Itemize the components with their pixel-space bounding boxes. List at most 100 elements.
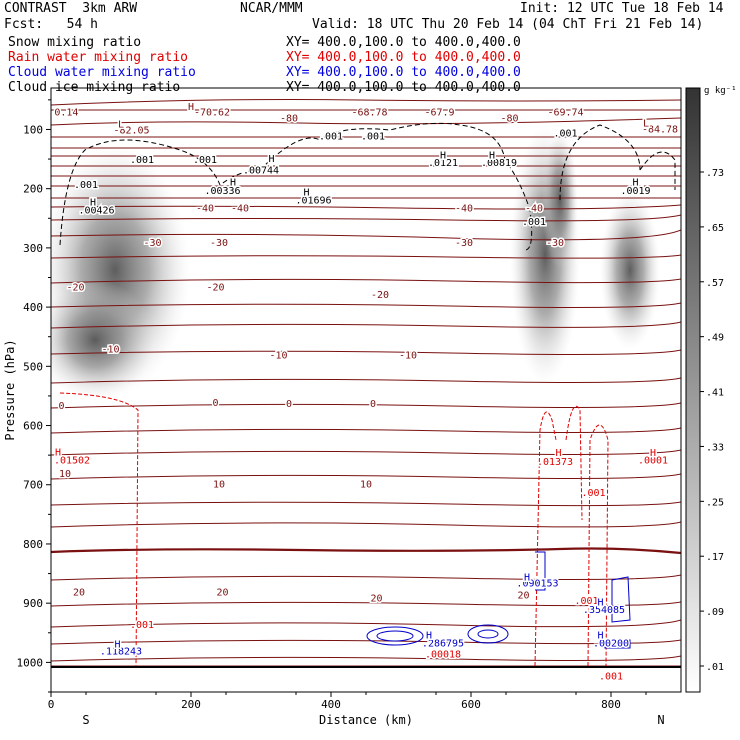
extremum-label: .001	[599, 671, 623, 682]
extremum-label: .0001	[638, 455, 668, 466]
extremum-label: .0019	[620, 186, 650, 197]
extremum-label: -67.9	[424, 108, 454, 119]
y-tick-label: 800	[23, 538, 43, 551]
isotherm-line	[51, 521, 681, 528]
high-marker: H	[632, 178, 638, 189]
y-tick-label: 100	[23, 123, 43, 136]
isotherm-line	[51, 601, 681, 607]
init-time: Init: 12 UTC Tue 18 Feb 14	[520, 1, 724, 16]
extremum-label: .00200	[593, 638, 629, 649]
extremum-label: .001	[522, 217, 546, 228]
ice-contour	[559, 124, 641, 201]
isotherm-line	[51, 619, 681, 628]
isotherm-label: 0	[212, 398, 218, 409]
y-tick-label: 500	[23, 360, 43, 373]
colorbar-ticks: .01 .09 .17 .25 .33 .41 .49 .57 .65 .73	[700, 168, 724, 673]
colorbar	[685, 87, 701, 693]
high-marker: H	[524, 573, 530, 584]
extremum-label: .001	[361, 131, 385, 142]
extremum-label: -69.74	[547, 108, 583, 119]
y-tick-label: 300	[23, 242, 43, 255]
forecast-hour: Fcst: 54 h	[4, 17, 98, 32]
colorbar-tick-label: .41	[706, 388, 724, 399]
extremum-label: -68.78	[351, 108, 387, 119]
extremum-label: .118243	[100, 647, 142, 658]
isotherm-line	[51, 639, 681, 645]
isotherm-label: 20	[370, 593, 382, 604]
isotherm-line	[51, 501, 681, 507]
extremum-label: .01502	[54, 455, 90, 466]
legend-cloud-ice-xy: XY= 400.0,100.0 to 400.0,400.0	[286, 80, 521, 95]
isotherm-label: -40	[196, 204, 214, 215]
high-marker: H	[188, 102, 194, 113]
high-marker: H	[230, 178, 236, 189]
colorbar-tick-label: .09	[706, 607, 724, 618]
high-marker: H	[489, 150, 495, 161]
extremum-label: .001	[193, 155, 217, 166]
isotherm-label: -80	[280, 114, 298, 125]
isotherm-line	[51, 473, 681, 480]
colorbar-tick-label: .49	[706, 333, 724, 344]
isotherm-label: -30	[210, 238, 228, 249]
rain-contours	[59, 392, 609, 667]
isotherm-label: -10	[399, 350, 417, 361]
extremum-label: .01696	[295, 195, 331, 206]
extremum-label: .286795	[422, 638, 464, 649]
ice-contour	[639, 151, 676, 190]
colorbar-tick-label: .33	[706, 442, 724, 453]
y-tick-label: 200	[23, 183, 43, 196]
extremum-label: .00018	[425, 650, 461, 661]
extremum-label: .00819	[481, 158, 517, 169]
isotherm-label: -10	[101, 345, 119, 356]
high-marker: H	[426, 631, 432, 642]
isotherm-label: 10	[360, 480, 372, 491]
extremum-label: -70.62	[194, 108, 230, 119]
x-tick-label: 400	[321, 698, 341, 711]
high-marker: H	[90, 198, 96, 209]
high-marker: H	[268, 154, 274, 165]
ice-contour	[59, 122, 533, 251]
cloud-water-contours	[366, 551, 631, 649]
colorbar-tick-label: .73	[706, 168, 724, 179]
isotherm-label: 0	[286, 399, 292, 410]
extremum-label: .001	[553, 128, 577, 139]
extremum-label: .0121	[428, 158, 458, 169]
y-tick-label: 700	[23, 479, 43, 492]
valid-time: Valid: 18 UTC Thu 20 Feb 14 (04 ChT Fri …	[312, 17, 704, 32]
colorbar-tick-label: .57	[706, 278, 724, 289]
snow-plume-west-lower	[51, 280, 155, 400]
extremum-label: .001	[130, 620, 154, 631]
isotherm-label: 0	[58, 401, 64, 412]
isotherm-label: 20	[517, 590, 529, 601]
legend-rain-label: Rain water mixing ratio	[8, 50, 189, 65]
isotherm-line	[51, 427, 681, 434]
org-label: NCAR/MMM	[240, 1, 303, 16]
cloud-water-contour	[477, 629, 499, 639]
extremum-label: .001	[574, 596, 598, 607]
high-marker: H	[303, 188, 309, 199]
model-title: CONTRAST 3km ARW	[4, 1, 138, 16]
x-axis-title: Distance (km)	[319, 713, 413, 727]
y-axis-title: Pressure (hPa)	[3, 339, 17, 440]
isotherm-line	[51, 117, 681, 126]
isotherm-line	[51, 214, 681, 222]
south-label: S	[82, 713, 89, 727]
y-tick-label: 1000	[17, 656, 44, 669]
cloud-water-contour	[535, 551, 546, 591]
low-marker: L	[118, 120, 124, 131]
isotherm-label: -20	[66, 282, 84, 293]
legend-cloud-water-xy: XY= 400.0,100.0 to 400.0,400.0	[286, 65, 521, 80]
high-marker: H	[440, 150, 446, 161]
high-marker: H	[114, 639, 120, 650]
isotherm-line	[51, 377, 681, 384]
cloud-water-contour	[604, 639, 631, 649]
isotherm-label: -30	[546, 238, 564, 249]
high-marker: H	[597, 631, 603, 642]
x-tick-label: 800	[601, 698, 621, 711]
extremum-label: .001	[319, 131, 343, 142]
colorbar-tick-label: .01	[706, 662, 724, 673]
cloud-water-contour	[611, 576, 631, 623]
isotherm-label: -30	[143, 238, 161, 249]
extremum-label: .00426	[78, 205, 114, 216]
high-marker: H	[650, 448, 656, 459]
